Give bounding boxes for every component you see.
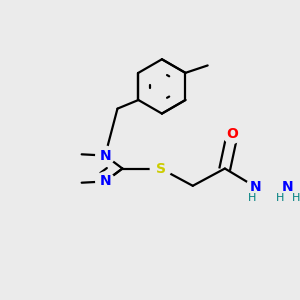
Text: N: N [282, 180, 294, 194]
Text: H: H [292, 193, 300, 203]
Text: N: N [99, 175, 111, 188]
Circle shape [278, 178, 297, 196]
Circle shape [246, 178, 265, 196]
Text: N: N [250, 180, 262, 194]
Text: H: H [248, 193, 256, 203]
Circle shape [223, 124, 242, 143]
Text: N: N [99, 148, 111, 163]
Circle shape [96, 172, 115, 191]
Circle shape [96, 146, 115, 165]
Text: S: S [156, 161, 166, 176]
Text: H: H [276, 193, 284, 203]
Circle shape [150, 158, 171, 179]
Text: O: O [226, 127, 238, 141]
